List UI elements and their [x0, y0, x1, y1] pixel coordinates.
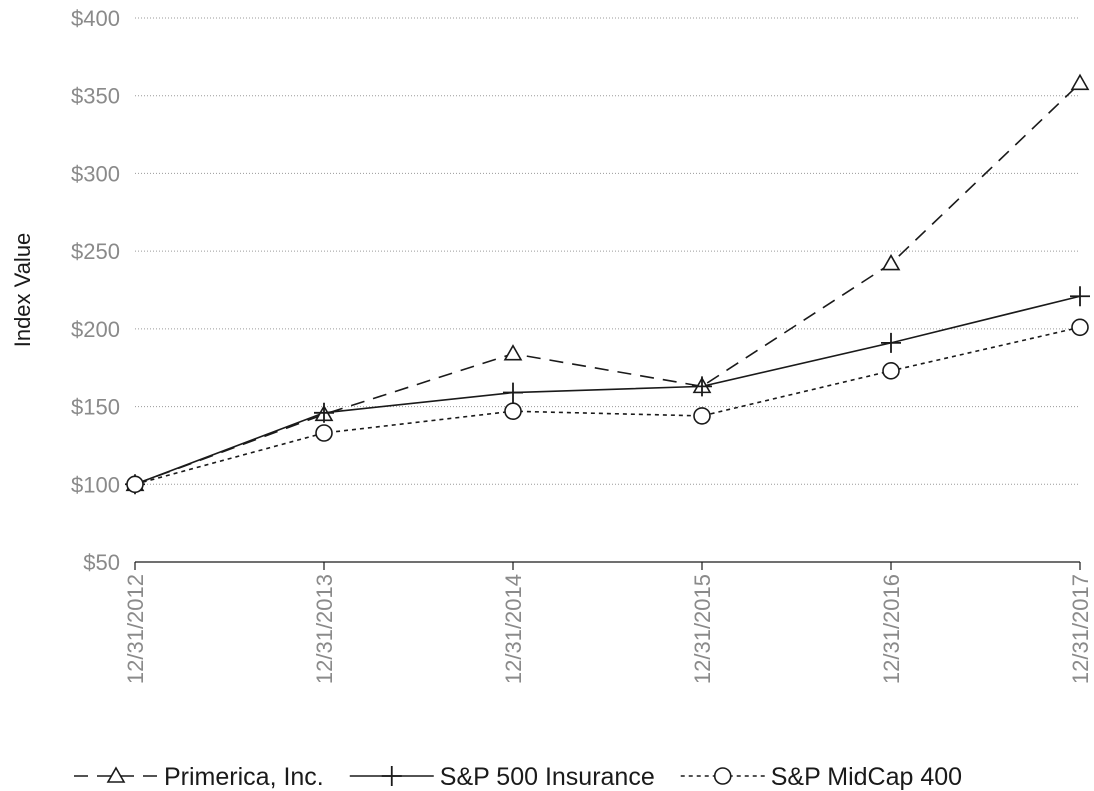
y-tick-label: $100	[71, 472, 120, 497]
y-tick-label: $50	[83, 550, 120, 575]
series-line	[134, 326, 1081, 486]
legend-marker	[106, 766, 126, 783]
x-tick-label: 12/31/2016	[879, 574, 904, 684]
legend-label: S&P MidCap 400	[771, 763, 962, 791]
x-tick-label: 12/31/2017	[1068, 574, 1093, 684]
y-tick-label: $250	[71, 239, 120, 264]
x-tick-label: 12/31/2012	[123, 574, 148, 684]
y-tick-label: $350	[71, 84, 120, 109]
x-tick-label: 12/31/2013	[312, 574, 337, 684]
series-line	[134, 295, 1081, 486]
x-tick-label: 12/31/2014	[501, 574, 526, 684]
legend-marker	[713, 767, 732, 785]
data-point	[504, 402, 522, 421]
y-tick-label: $150	[71, 395, 120, 420]
series-markers	[125, 73, 1090, 495]
data-point	[1071, 318, 1089, 337]
data-point	[126, 475, 144, 494]
data-point	[1070, 286, 1090, 307]
data-point	[882, 362, 900, 380]
data-point	[692, 376, 712, 397]
legend-label: S&P 500 Insurance	[440, 763, 655, 791]
data-point	[1070, 73, 1090, 91]
data-point	[315, 424, 333, 442]
data-point	[503, 382, 523, 403]
x-axis-ticks: 12/31/2012 12/31/2013 12/31/2014 12/31/2015…	[123, 574, 1093, 684]
legend-marker	[381, 766, 402, 786]
x-tick-label: 12/31/2015	[690, 574, 715, 684]
legend: Primerica, Inc. S&P 500 Insurance S&P MidC…	[74, 763, 962, 791]
y-axis-ticks: $50 $100 $150 $200 $250 $300 $350 $400	[71, 6, 120, 575]
y-axis-label: Index Value	[10, 233, 35, 348]
y-tick-label: $200	[71, 317, 120, 342]
data-point	[881, 332, 901, 353]
data-point	[503, 344, 523, 361]
data-point	[881, 253, 901, 271]
x-axis	[134, 561, 1081, 570]
legend-label: Primerica, Inc.	[164, 763, 324, 791]
series-line	[134, 82, 1081, 486]
series-lines	[134, 82, 1081, 486]
data-point	[693, 407, 711, 425]
y-tick-label: $300	[71, 161, 120, 186]
data-point	[314, 402, 334, 423]
y-tick-label: $400	[71, 6, 120, 31]
